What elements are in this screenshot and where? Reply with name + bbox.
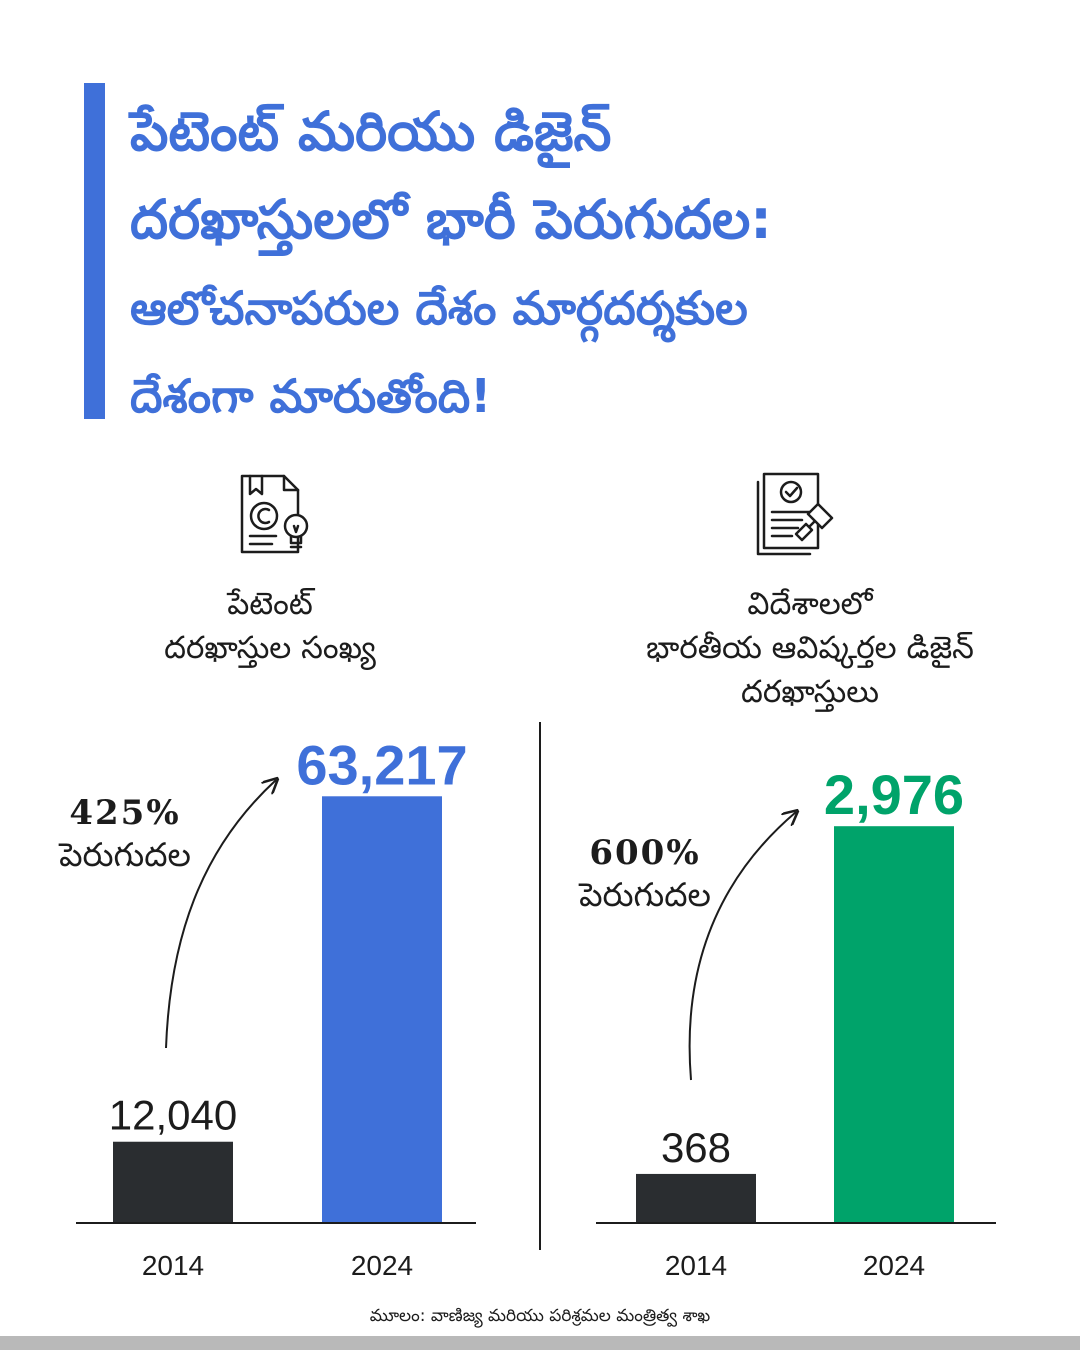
growth-arrow bbox=[165, 780, 276, 1049]
bottom-strip bbox=[0, 1336, 1080, 1350]
design-chart-panel: విదేశాలలో భారతీయ ఆవిష్కర్తల డిజైన్ దరఖాస… bbox=[540, 470, 1080, 1300]
bar-2014 bbox=[113, 1141, 233, 1223]
x-tick-2014: 2014 bbox=[142, 1250, 204, 1281]
title-line-4: దేశంగా మారుతోంది! bbox=[130, 369, 492, 423]
value-label-2024: 63,217 bbox=[296, 733, 467, 796]
patent-bar-chart: 12,040 2014 63,217 2024 bbox=[76, 733, 476, 1281]
title-line-3: ఆలోచనాపరుల దేశం మార్గదర్శకుల bbox=[130, 281, 748, 335]
patent-growth-percent: 425% bbox=[69, 793, 181, 833]
patent-growth-annotation: 425% పెరుగుదల bbox=[30, 792, 220, 876]
patent-chart-panel: పేటెంట్ దరఖాస్తుల సంఖ్య 12,040 2014 63,217… bbox=[0, 470, 540, 1300]
patent-certificate-bulb-icon bbox=[240, 474, 309, 554]
x-tick-2014: 2014 bbox=[665, 1250, 727, 1281]
design-bar-chart: 368 2014 2,976 2024 bbox=[596, 763, 996, 1281]
design-growth-annotation: 600% పెరుగుదల bbox=[550, 832, 740, 916]
bar-2024 bbox=[322, 796, 442, 1223]
growth-arrow bbox=[688, 812, 796, 1081]
design-label-line-1: విదేశాలలో bbox=[747, 586, 873, 622]
design-label-line-2: భారతీయ ఆవిష్కర్తల డిజైన్ bbox=[646, 630, 974, 666]
patent-chart-label: పేటెంట్ దరఖాస్తుల సంఖ్య bbox=[20, 582, 520, 670]
value-label-2024: 2,976 bbox=[824, 763, 964, 826]
patent-label-line-2: దరఖాస్తుల సంఖ్య bbox=[164, 630, 376, 666]
design-growth-word: పెరుగుదల bbox=[579, 875, 711, 914]
design-chart-label: విదేశాలలో భారతీయ ఆవిష్కర్తల డిజైన్ దరఖాస… bbox=[560, 582, 1060, 714]
approved-document-stamp-icon bbox=[756, 472, 834, 556]
source-note: మూలం: వాణిజ్య మరియు పరిశ్రమల మంత్రిత్వ శ… bbox=[369, 1306, 711, 1326]
patent-growth-word: పెరుగుదల bbox=[59, 835, 191, 874]
bar-2024 bbox=[834, 826, 954, 1223]
x-tick-2024: 2024 bbox=[863, 1250, 925, 1281]
value-label-2014: 12,040 bbox=[109, 1092, 237, 1139]
title-accent-bar bbox=[84, 83, 105, 419]
panel-divider bbox=[539, 722, 541, 1250]
design-growth-percent: 600% bbox=[589, 833, 701, 873]
title-line-2: దరఖాస్తులలో భారీ పెరుగుదల: bbox=[130, 188, 772, 251]
bar-2014 bbox=[636, 1173, 756, 1223]
design-label-line-3: దరఖాస్తులు bbox=[741, 674, 879, 710]
x-tick-2024: 2024 bbox=[351, 1250, 413, 1281]
value-label-2014: 368 bbox=[661, 1124, 731, 1171]
page-title: పేటెంట్ మరియు డిజైన్ దరఖాస్తులలో భారీ పె… bbox=[130, 88, 1060, 440]
title-line-1: పేటెంట్ మరియు డిజైన్ bbox=[130, 100, 612, 163]
patent-label-line-1: పేటెంట్ bbox=[227, 586, 313, 622]
